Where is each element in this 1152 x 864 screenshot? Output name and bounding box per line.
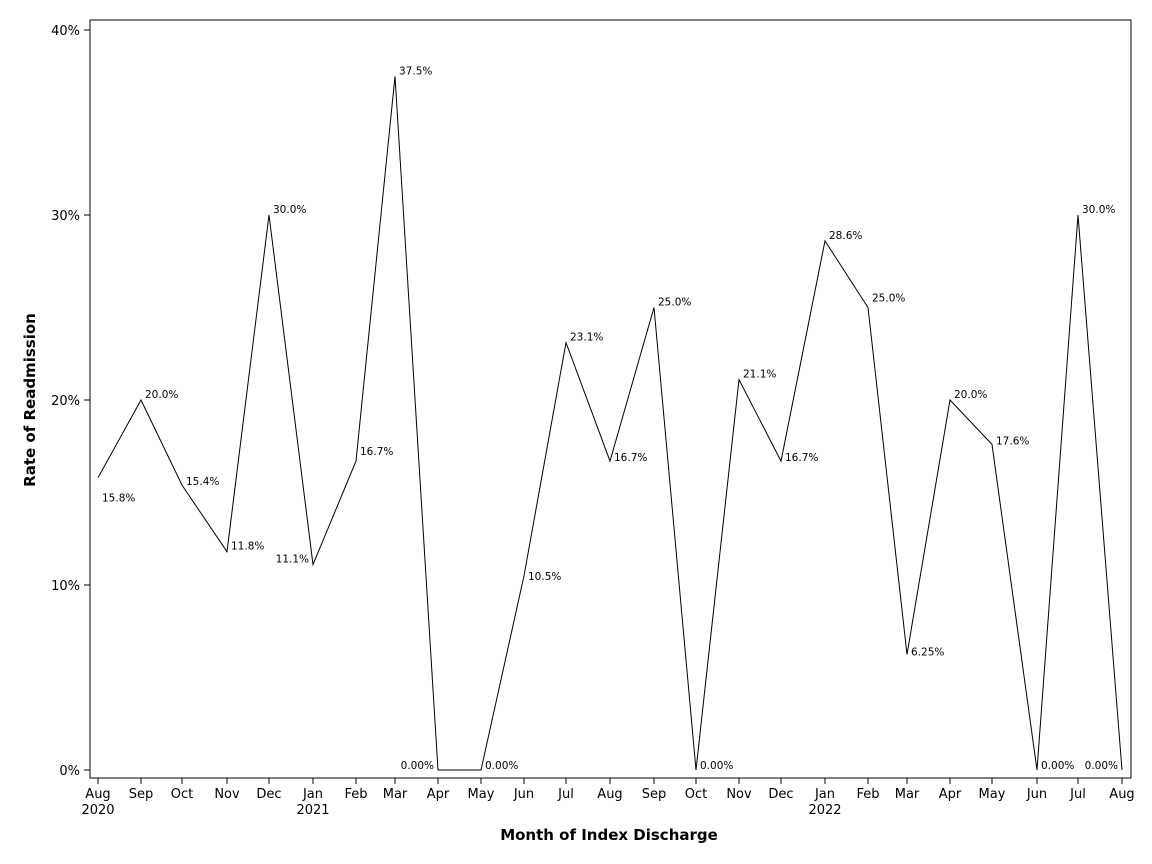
data-label: 16.7% [360, 446, 393, 458]
data-label: 17.6% [996, 435, 1029, 447]
x-year-label: 2021 [296, 803, 329, 818]
data-label: 20.0% [145, 389, 178, 401]
y-axis-title: Rate of Readmission [21, 313, 39, 487]
x-tick-label: May [468, 787, 495, 802]
x-year-label: 2020 [81, 803, 114, 818]
x-tick-label: Sep [642, 787, 667, 802]
data-label: 0.00% [1085, 760, 1118, 772]
data-label: 25.0% [658, 297, 691, 309]
series-line [97, 76, 1123, 771]
data-label: 23.1% [570, 332, 603, 344]
y-axis: 0% 10% 20% 30% 40% [51, 24, 90, 779]
data-label: 37.5% [399, 65, 432, 77]
x-tick-label: Nov [214, 787, 240, 802]
data-label: 15.4% [186, 476, 219, 488]
x-tick-label: Feb [344, 787, 367, 802]
data-labels: 15.8% 20.0% 15.4% 11.8% 30.0% 11.1% 16.7% 37.5%… [102, 65, 1118, 772]
x-tick-label: Mar [383, 787, 408, 802]
x-tick-label: Aug [85, 787, 110, 802]
x-tick-label: Jan [814, 787, 835, 802]
x-tick-label: Feb [856, 787, 879, 802]
y-tick-label: 0% [59, 764, 80, 779]
x-tick-label: Aug [597, 787, 622, 802]
y-tick-label: 40% [51, 24, 80, 39]
data-label: 20.0% [954, 389, 987, 401]
data-label: 30.0% [273, 204, 306, 216]
data-label: 10.5% [528, 571, 561, 583]
x-axis-title: Month of Index Discharge [500, 826, 718, 844]
data-label: 30.0% [1082, 204, 1115, 216]
data-label: 11.1% [276, 554, 309, 566]
x-tick-label: May [979, 787, 1006, 802]
x-tick-label: Jun [513, 787, 534, 802]
x-tick-label: Jul [557, 787, 574, 802]
data-label: 28.6% [829, 230, 862, 242]
data-label: 0.00% [1041, 760, 1074, 772]
x-tick-label: Aug [1109, 787, 1134, 802]
x-tick-label: Apr [427, 787, 450, 802]
data-label: 11.8% [231, 541, 264, 553]
data-label: 0.00% [700, 760, 733, 772]
x-tick-label: Jul [1069, 787, 1086, 802]
data-label: 25.0% [872, 293, 905, 305]
x-tick-label: Sep [129, 787, 154, 802]
x-tick-label: Oct [685, 787, 707, 802]
x-tick-label: Jun [1026, 787, 1047, 802]
x-tick-label: Jan [302, 787, 323, 802]
x-tick-label: Apr [939, 787, 962, 802]
x-tick-label: Mar [895, 787, 920, 802]
y-tick-label: 30% [51, 209, 80, 224]
data-label: 6.25% [911, 646, 944, 658]
data-label: 0.00% [485, 760, 518, 772]
data-label: 15.8% [102, 493, 135, 505]
data-label: 16.7% [785, 452, 818, 464]
x-tick-label: Oct [171, 787, 193, 802]
x-tick-label: Dec [256, 787, 281, 802]
y-tick-label: 10% [51, 579, 80, 594]
x-year-label: 2022 [808, 803, 841, 818]
data-label: 16.7% [614, 452, 647, 464]
x-tick-label: Nov [726, 787, 752, 802]
x-tick-label: Dec [768, 787, 793, 802]
y-tick-label: 20% [51, 394, 80, 409]
data-label: 0.00% [401, 760, 434, 772]
data-label: 21.1% [743, 369, 776, 381]
